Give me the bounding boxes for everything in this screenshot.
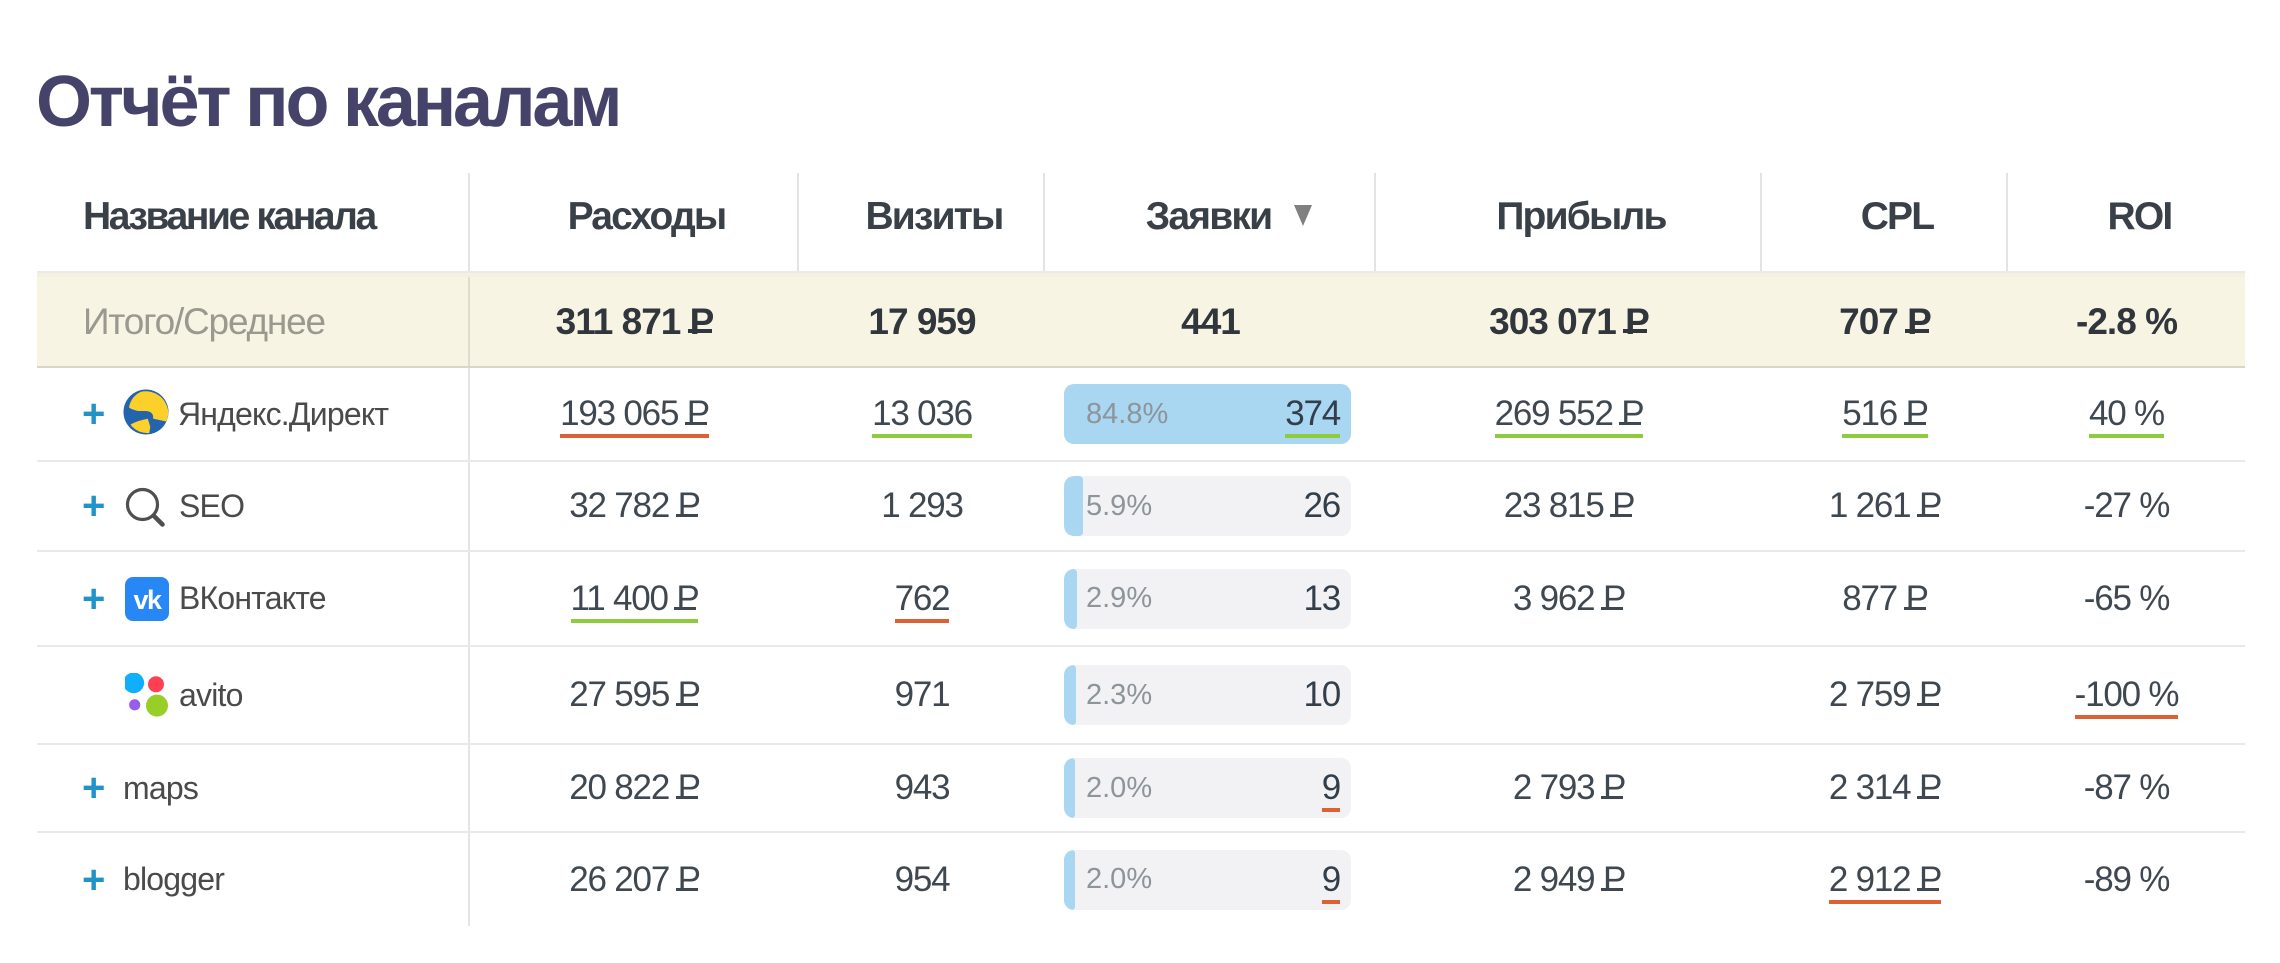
svg-text:vk: vk xyxy=(133,585,163,615)
